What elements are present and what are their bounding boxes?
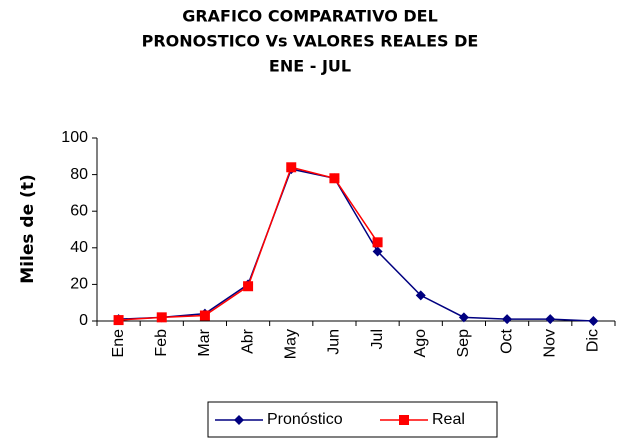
x-tick-label: Abr — [239, 328, 256, 354]
x-tick-label: May — [282, 329, 299, 359]
point — [199, 310, 210, 321]
chart-title: ENE - JUL — [269, 57, 351, 76]
y-tick-label: 0 — [79, 312, 88, 329]
x-tick-label: Feb — [153, 329, 170, 357]
point — [415, 290, 426, 301]
point — [588, 316, 599, 326]
y-tick-label: 100 — [61, 129, 88, 146]
legend-label: Real — [432, 411, 465, 428]
x-tick-label: Jun — [326, 329, 343, 355]
chart-title: PRONOSTICO Vs VALORES REALES DE — [142, 32, 479, 51]
y-tick-label: 40 — [70, 239, 88, 256]
point — [156, 312, 167, 323]
point — [286, 162, 297, 173]
x-tick-label: Ago — [412, 329, 429, 358]
point — [458, 312, 469, 323]
y-tick-label: 80 — [70, 166, 88, 183]
x-tick-label: Oct — [498, 328, 515, 353]
chart-title: GRAFICO COMPARATIVO DEL — [182, 7, 438, 26]
y-tick-label: 20 — [70, 276, 88, 293]
legend-marker — [399, 415, 409, 425]
point — [502, 314, 513, 325]
y-axis-label: Miles de (t) — [18, 174, 38, 283]
point — [243, 281, 254, 292]
point — [372, 237, 383, 248]
series-line — [118, 166, 379, 321]
x-tick-label: Mar — [196, 328, 213, 356]
x-tick-label: Nov — [541, 329, 558, 357]
point — [545, 314, 556, 325]
point — [329, 173, 340, 184]
x-tick-label: Dic — [585, 329, 602, 352]
point — [113, 315, 124, 326]
x-tick-label: Sep — [455, 329, 472, 358]
series-line — [118, 168, 594, 322]
legend-label: Pronóstico — [267, 411, 343, 428]
y-tick-label: 60 — [70, 202, 88, 219]
point — [372, 246, 383, 257]
x-tick-label: Jul — [369, 329, 386, 349]
legend-marker — [234, 415, 244, 425]
x-tick-label: Ene — [110, 329, 127, 358]
